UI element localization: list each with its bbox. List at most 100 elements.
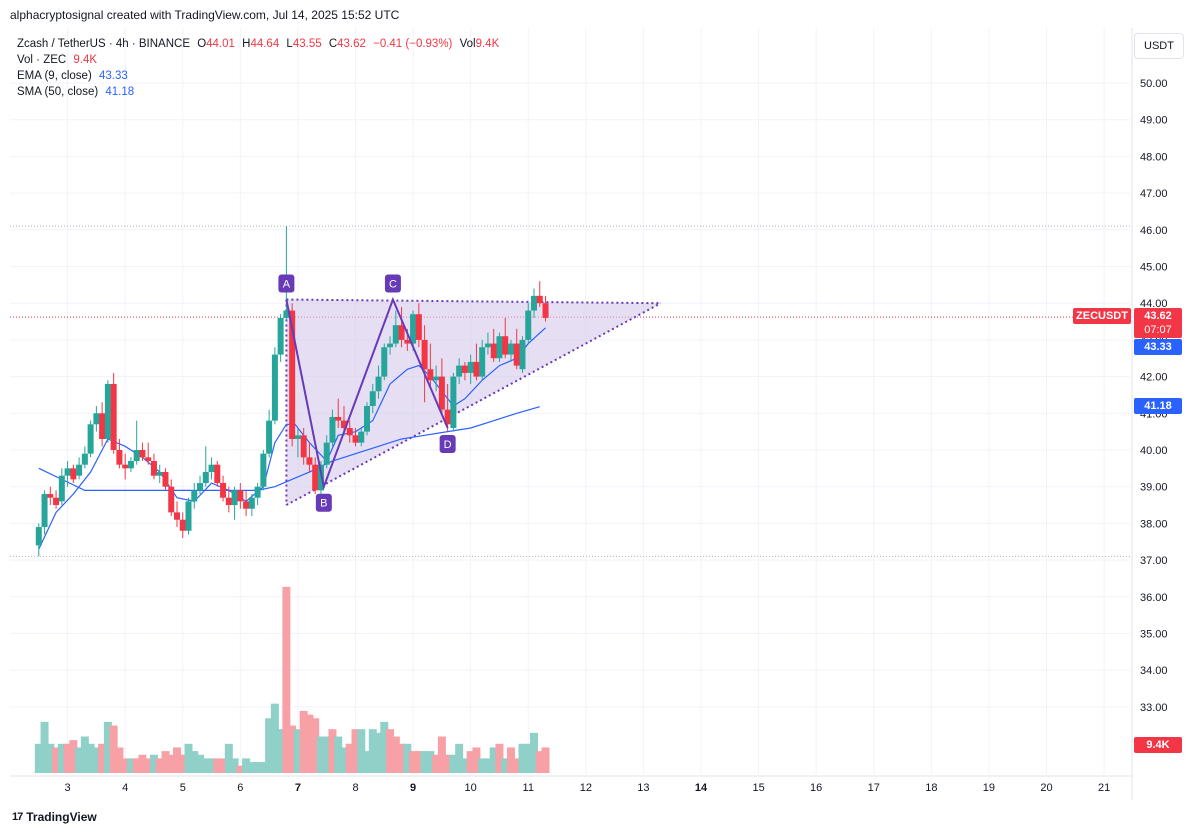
- x-tick-label: 13: [637, 782, 649, 794]
- symbol-badge: ZECUSDT: [1073, 308, 1131, 324]
- volume-bar: [437, 736, 446, 773]
- candle-body: [444, 409, 451, 425]
- x-tick-label: 11: [523, 782, 534, 794]
- legend-volume-row[interactable]: Vol · ZEC 9.4K: [17, 52, 499, 68]
- currency-button[interactable]: USDT: [1134, 33, 1184, 59]
- candle-body: [335, 416, 342, 421]
- legend-sma-value: 41.18: [105, 86, 135, 98]
- candle-body: [208, 464, 215, 473]
- legend-high-value: 44.64: [250, 38, 280, 50]
- candle-body: [525, 310, 532, 340]
- candle-body: [427, 369, 434, 381]
- candle-body: [266, 420, 273, 454]
- candle-body: [168, 486, 175, 513]
- candle-body: [41, 494, 48, 528]
- volume-bar: [247, 762, 256, 773]
- x-tick-label: 9: [410, 782, 416, 794]
- pattern-point-label: C: [389, 279, 397, 291]
- candle-body: [398, 325, 405, 340]
- volume-bar: [57, 743, 66, 773]
- x-tick-label: 15: [752, 782, 764, 794]
- last-price-value: 43.62: [1144, 310, 1172, 322]
- candle-body: [410, 314, 417, 344]
- volume-bar: [524, 743, 533, 773]
- x-tick-label: 4: [122, 782, 128, 794]
- volume-bar: [299, 710, 308, 773]
- y-tick-label: 40.00: [1140, 445, 1168, 457]
- volume-bar: [478, 758, 487, 773]
- x-tick-label: 8: [352, 782, 358, 794]
- legend-open-value: 44.01: [206, 38, 235, 50]
- candle-body: [502, 336, 509, 355]
- volume-bar: [126, 758, 135, 773]
- volume-bar: [288, 725, 297, 773]
- legend-symbol[interactable]: Zcash / TetherUS · 4h · BINANCE: [17, 38, 190, 50]
- volume-bar: [518, 743, 527, 773]
- volume-bar: [155, 758, 164, 773]
- tradingview-logo-text: TradingView: [26, 810, 97, 824]
- candle-body: [110, 383, 117, 450]
- volume-bar: [282, 586, 291, 773]
- x-tick-label: 21: [1098, 782, 1110, 794]
- legend-volume-value: 9.4K: [73, 54, 98, 66]
- candle-body: [456, 365, 463, 377]
- candle-body: [87, 424, 94, 454]
- candle-body: [392, 325, 399, 344]
- candle-body: [352, 435, 359, 443]
- tradingview-logo[interactable]: 17 TradingView: [12, 810, 97, 824]
- pattern-point-label: B: [320, 498, 327, 510]
- volume-bar: [420, 751, 429, 773]
- volume-bar: [466, 751, 475, 773]
- candle-body: [375, 376, 382, 392]
- candle-body: [81, 453, 88, 465]
- candle-body: [127, 461, 134, 469]
- volume-bar: [184, 743, 193, 773]
- legend-volume-label: Vol · ZEC: [17, 54, 67, 66]
- candle-body: [133, 450, 140, 462]
- pattern-point-marker[interactable]: [384, 274, 401, 293]
- volume-bar: [506, 747, 515, 773]
- x-tick-label: 3: [65, 782, 71, 794]
- pattern-point-marker[interactable]: [278, 274, 295, 293]
- volume-bar: [472, 747, 481, 773]
- volume-bar: [322, 736, 331, 773]
- y-tick-label: 46.00: [1140, 225, 1168, 237]
- y-tick-label: 44.00: [1140, 298, 1168, 310]
- candle-body: [93, 413, 100, 425]
- volume-bar: [121, 758, 130, 773]
- pattern-point-marker[interactable]: [315, 493, 332, 512]
- pattern-point-marker[interactable]: [439, 434, 456, 453]
- volume-bar: [460, 758, 469, 773]
- volume-bar: [414, 751, 423, 773]
- candle-body: [415, 314, 422, 340]
- candle-body: [260, 453, 267, 487]
- volume-bar: [178, 754, 187, 773]
- candle-body: [254, 486, 261, 498]
- candle-body: [358, 431, 365, 443]
- candle-body: [369, 391, 376, 406]
- candle-body: [271, 354, 278, 421]
- y-tick-label: 45.00: [1140, 262, 1168, 274]
- volume-bar: [253, 762, 262, 773]
- volume-bar: [230, 758, 239, 773]
- volume-bar: [259, 762, 268, 773]
- candle-body: [346, 427, 353, 436]
- volume-bar: [455, 743, 464, 773]
- volume-bar: [339, 747, 348, 773]
- x-tick-label: 6: [237, 782, 243, 794]
- volume-bar: [443, 754, 452, 773]
- y-tick-label: 48.00: [1140, 151, 1168, 163]
- volume-bar: [46, 743, 55, 773]
- sma-line: [38, 406, 540, 491]
- y-tick-label: 36.00: [1140, 592, 1168, 604]
- legend-sma-row[interactable]: SMA (50, close) 41.18: [17, 84, 499, 100]
- volume-bar: [403, 743, 412, 773]
- attribution-text: alphacryptosignal created with TradingVi…: [10, 8, 400, 22]
- candle-body: [450, 376, 457, 428]
- x-tick-label: 18: [925, 782, 937, 794]
- legend-vol-value: 9.4K: [475, 38, 500, 50]
- volume-bar: [495, 743, 504, 773]
- legend-ema-row[interactable]: EMA (9, close) 43.33: [17, 68, 499, 84]
- volume-bar: [328, 729, 337, 773]
